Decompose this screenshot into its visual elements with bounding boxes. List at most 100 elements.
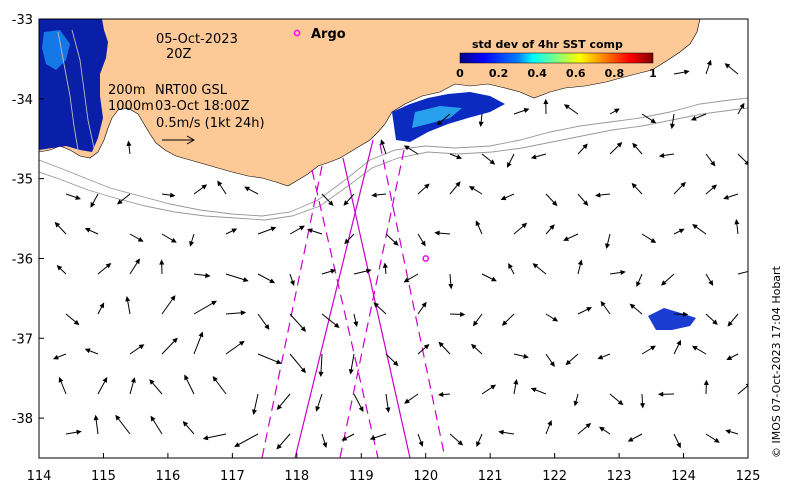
current-vector-head [563, 104, 570, 110]
current-vector-head [403, 145, 410, 151]
current-vector-head [627, 436, 634, 442]
current-vector-head [582, 200, 589, 206]
colorbar-tick-label: 0.2 [489, 67, 509, 80]
current-vector-head [613, 108, 620, 114]
current-vector-head [650, 238, 657, 243]
current-vector-head [234, 442, 240, 447]
current-vector-head [198, 331, 204, 338]
current-vector-shaft [193, 300, 217, 315]
current-vector-head [660, 280, 667, 286]
current-vector-head [299, 225, 305, 231]
contour-west-shelf-1 [71, 29, 95, 149]
sst-stddev-patches [39, 19, 696, 330]
current-vector-head [182, 420, 189, 427]
colorbar-bar [459, 52, 654, 64]
colorbar-ticks: 0 0.2 0.4 0.6 0.8 1 [456, 67, 657, 80]
scale-label: 0.5m/s (1kt 24h) [156, 116, 265, 131]
current-vector-head [252, 409, 257, 415]
current-vector-head [476, 441, 481, 447]
current-vector-head [270, 226, 277, 232]
current-vector-head [418, 441, 424, 447]
current-vector-head [490, 384, 497, 390]
current-vector-head [669, 123, 675, 130]
current-vector-head [703, 379, 709, 386]
current-vector-head [706, 59, 712, 66]
current-vector-head [565, 359, 572, 366]
current-vector-head [269, 278, 276, 284]
current-vector-head [599, 426, 605, 432]
current-vector-head [344, 238, 350, 245]
y-tick-label: -33 [12, 13, 33, 28]
current-vector-head [513, 378, 519, 385]
current-vector-head [501, 320, 508, 326]
current-vector-head [585, 422, 592, 429]
current-vector-head [382, 262, 388, 268]
x-tick-label: 115 [91, 469, 116, 484]
current-vector-head [371, 192, 377, 198]
current-vector-head [455, 181, 461, 187]
argo-float-marker [422, 255, 430, 262]
current-vector-head [491, 276, 497, 282]
current-vector-head [552, 316, 559, 322]
colorbar-tick-label: 0.6 [566, 67, 586, 80]
current-vector-head [582, 143, 588, 150]
current-vector-head [684, 69, 690, 75]
x-tick-label: 124 [671, 469, 696, 484]
current-vector-head [710, 160, 716, 167]
current-vector-head [318, 371, 324, 378]
current-vector-head [84, 348, 91, 354]
current-vector-head [380, 139, 386, 146]
current-vector-head [373, 302, 380, 308]
current-vector-head [393, 240, 399, 246]
current-vector-head [456, 154, 463, 160]
current-vector-head [328, 200, 334, 207]
current-vector-head [457, 440, 464, 446]
argo-label: Argo [311, 27, 346, 42]
current-vector-head [217, 180, 223, 187]
current-vector-head [676, 442, 681, 449]
x-tick-label: 116 [155, 469, 180, 484]
current-vector-head [126, 140, 132, 147]
contour-1000-label: 1000m [108, 99, 154, 114]
current-vector-head [424, 183, 430, 189]
current-vector-head [130, 377, 136, 383]
track-dashed-a [261, 165, 323, 458]
current-vector-head [52, 354, 59, 360]
current-vector-head [532, 263, 539, 269]
current-vector-head [56, 265, 63, 271]
current-vector-head [682, 311, 689, 317]
current-vector-head [300, 326, 307, 332]
plot-frame [38, 18, 749, 459]
current-vector-head [54, 221, 61, 228]
current-vector-head [460, 311, 466, 317]
current-vector-head [343, 200, 349, 206]
current-vector-head [90, 201, 96, 208]
current-vector-head [171, 237, 177, 243]
current-vector-head [307, 228, 313, 234]
current-vector-head [240, 310, 247, 316]
current-vector-head [169, 192, 176, 198]
contour-1000m [39, 107, 748, 221]
current-vector-head [500, 195, 507, 201]
scale-arrow [162, 135, 196, 145]
colorbar-tick-label: 0.8 [605, 67, 625, 80]
current-vector-head [275, 359, 282, 365]
current-vector-head [341, 435, 348, 441]
current-vector-head [244, 186, 250, 192]
current-vector-head [577, 259, 583, 266]
current-vector-head [563, 236, 569, 241]
track-dashed-c [311, 169, 379, 458]
current-vector-shaft [234, 433, 259, 447]
current-vector-head [115, 414, 121, 421]
colorbar-tick-label: 1 [649, 67, 657, 80]
current-vector-head [600, 300, 606, 307]
colorbar-tick-label: 0.4 [527, 67, 547, 80]
current-vector-head [691, 345, 698, 351]
current-vector-head [551, 200, 558, 207]
colorbar-title: std dev of 4hr SST comp [472, 38, 623, 51]
current-vector-head [657, 391, 664, 397]
current-vector-head [712, 319, 718, 325]
current-vector-head [639, 403, 646, 409]
current-vector-head [276, 443, 282, 450]
current-vector-head [489, 159, 496, 165]
